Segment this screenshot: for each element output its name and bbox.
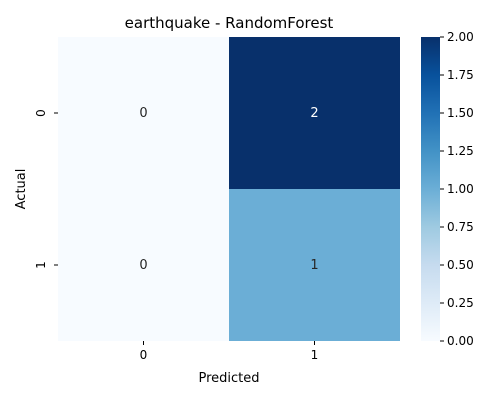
colorbar-tick-label: 0.25: [447, 296, 474, 310]
chart-title: earthquake - RandomForest: [125, 14, 334, 32]
colorbar-tick-label: 1.25: [447, 144, 474, 158]
colorbar-ticks: 0.00 0.25 0.50 0.75 1.00 1.25 1.50 1.75 2.00: [440, 30, 474, 348]
x-tick-label: 1: [311, 348, 319, 362]
y-tick-label: 0: [34, 109, 48, 117]
cell-annotation-1-0: 0: [139, 258, 147, 273]
colorbar-tick-label: 1.75: [447, 68, 474, 82]
colorbar-tick-label: 0.50: [447, 258, 474, 272]
cell-annotation-0-0: 0: [139, 106, 147, 121]
cell-annotation-1-1: 1: [310, 258, 318, 273]
y-tick-label: 1: [34, 261, 48, 269]
heatmap-cells: [58, 37, 400, 341]
x-axis-label: Predicted: [198, 371, 259, 386]
y-axis-label: Actual: [14, 169, 29, 210]
colorbar-tick-label: 2.00: [447, 30, 474, 44]
colorbar-tick-label: 1.00: [447, 182, 474, 196]
colorbar-tick-label: 0.75: [447, 220, 474, 234]
x-tick-label: 0: [140, 348, 148, 362]
colorbar-tick-label: 0.00: [447, 334, 474, 348]
colorbar-tick-label: 1.50: [447, 106, 474, 120]
y-axis-ticks: 01: [34, 109, 58, 269]
cell-annotation-0-1: 2: [310, 106, 318, 121]
colorbar: [421, 37, 440, 341]
